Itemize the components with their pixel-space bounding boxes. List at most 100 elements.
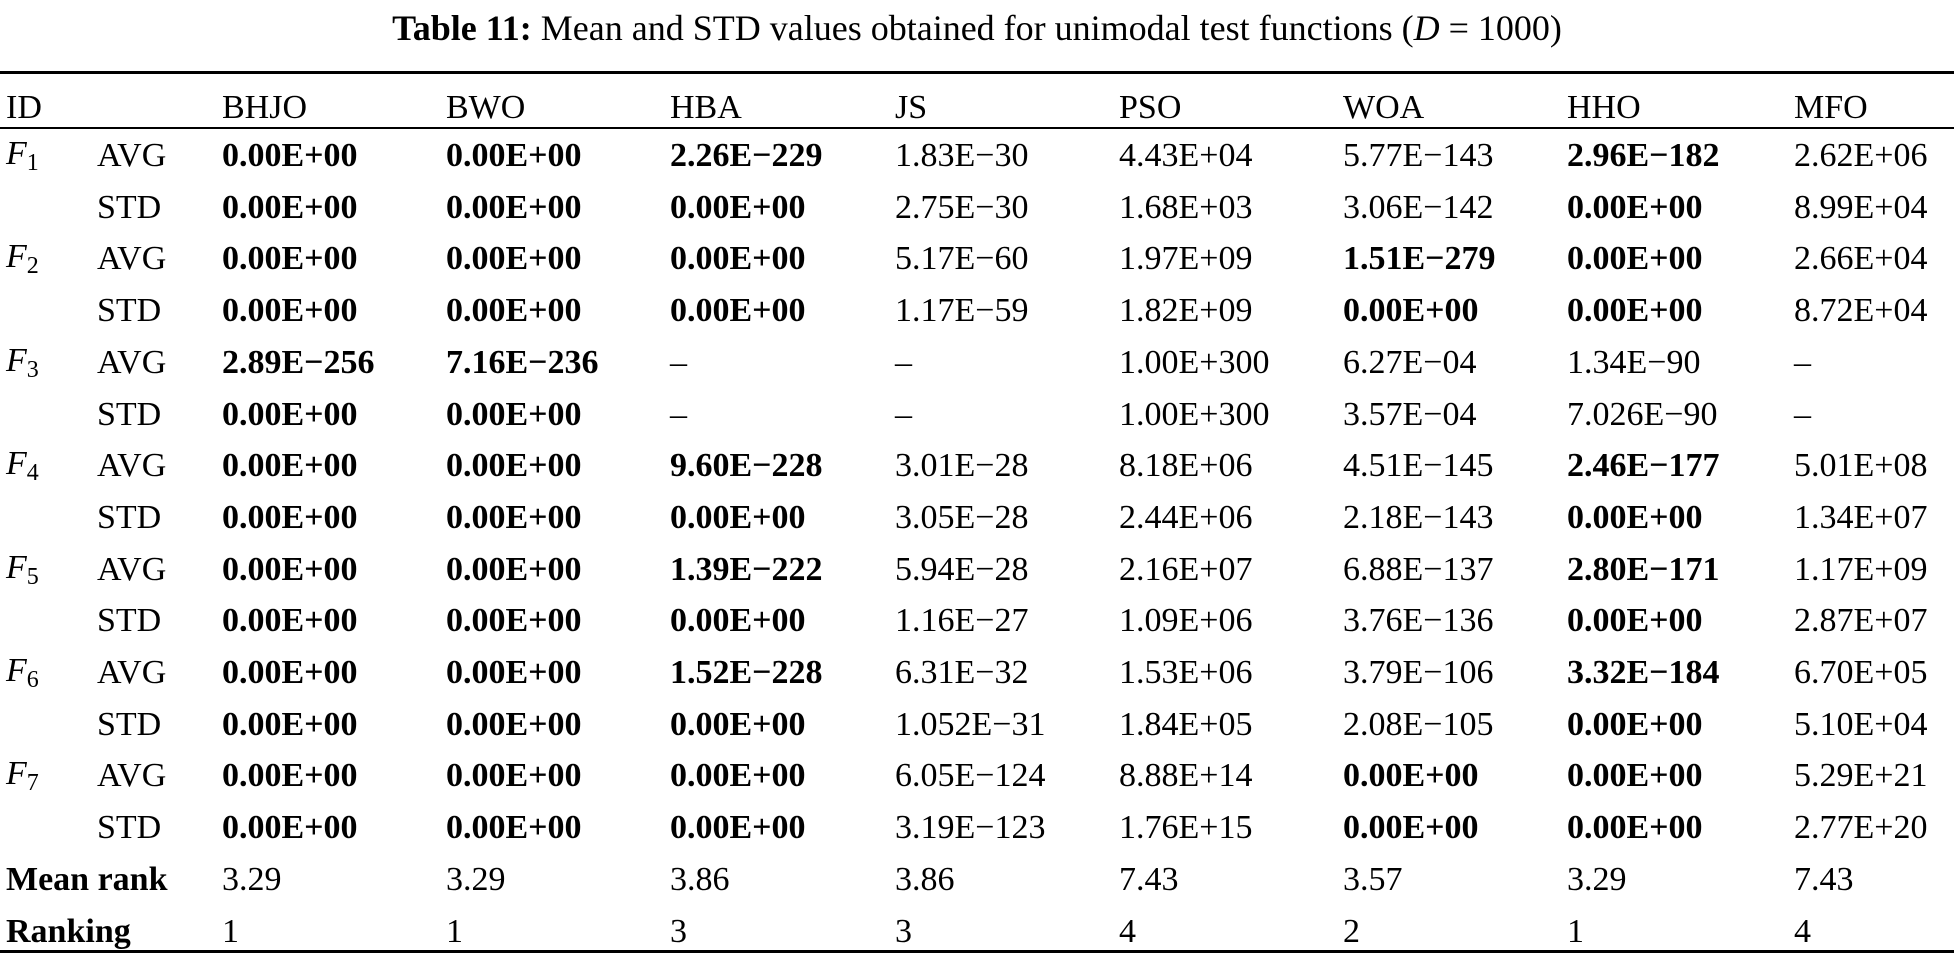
cell: 6.05E−124 — [895, 757, 1046, 795]
cell: 0.00E+00 — [670, 809, 806, 847]
cell: 1.84E+05 — [1119, 705, 1253, 743]
cell: 0.00E+00 — [670, 292, 806, 330]
function-id: F2 — [6, 240, 39, 280]
summary-label: Ranking — [6, 912, 131, 950]
cell: 0.00E+00 — [222, 654, 358, 691]
stat-label: AVG — [97, 757, 167, 795]
cell: – — [895, 343, 912, 381]
stat-label: AVG — [97, 550, 167, 588]
cell: 0.00E+00 — [222, 550, 358, 588]
summary-cell: 2 — [1343, 912, 1360, 950]
summary-cell: 3.29 — [446, 860, 506, 898]
top-rule — [0, 71, 1954, 74]
cell: 4.51E−145 — [1343, 447, 1494, 485]
cell: 3.05E−28 — [895, 498, 1029, 536]
cell: 0.00E+00 — [446, 654, 582, 691]
cell: – — [1794, 395, 1811, 433]
cell: 2.75E−30 — [895, 188, 1029, 226]
caption-text: Mean and STD values obtained for unimoda… — [540, 8, 1414, 48]
cell: 4.43E+04 — [1119, 137, 1253, 174]
cell: 1.09E+06 — [1119, 602, 1253, 640]
cell: 5.01E+08 — [1794, 447, 1928, 485]
cell: 1.052E−31 — [895, 705, 1046, 743]
stat-label: AVG — [97, 137, 167, 174]
cell: 7.026E−90 — [1567, 395, 1718, 433]
cell: 1.39E−222 — [670, 550, 823, 588]
cell: 0.00E+00 — [446, 809, 582, 847]
cell: 3.01E−28 — [895, 447, 1029, 485]
cell: 6.27E−04 — [1343, 343, 1477, 381]
cell: 0.00E+00 — [670, 240, 806, 278]
function-index: 6 — [26, 667, 39, 693]
cell: 1.76E+15 — [1119, 809, 1253, 847]
stat-label: AVG — [97, 654, 167, 691]
cell: 0.00E+00 — [222, 395, 358, 433]
column-header: WOA — [1343, 89, 1425, 126]
cell: 2.80E−171 — [1567, 550, 1720, 588]
cell: 5.29E+21 — [1794, 757, 1928, 795]
summary-cell: 3.29 — [222, 860, 282, 898]
cell: 3.32E−184 — [1567, 654, 1720, 691]
summary-cell: 1 — [446, 912, 463, 950]
cell: 1.00E+300 — [1119, 395, 1270, 433]
cell: 2.44E+06 — [1119, 498, 1253, 536]
cell: 0.00E+00 — [446, 498, 582, 536]
cell: 0.00E+00 — [1567, 188, 1703, 226]
cell: 0.00E+00 — [670, 602, 806, 640]
cell: 0.00E+00 — [446, 395, 582, 433]
cell: 0.00E+00 — [1343, 292, 1479, 330]
summary-label: Mean rank — [6, 860, 168, 898]
cell: – — [1794, 343, 1811, 381]
function-id: F5 — [6, 550, 39, 589]
header-rule — [0, 127, 1954, 129]
cell: 1.17E−59 — [895, 292, 1029, 330]
cell: 0.00E+00 — [670, 188, 806, 226]
column-header: PSO — [1119, 89, 1182, 126]
cell: 0.00E+00 — [446, 188, 582, 226]
cell: 2.26E−229 — [670, 137, 823, 174]
function-id: F7 — [6, 757, 39, 797]
cell: – — [895, 395, 912, 433]
function-name: F — [6, 135, 27, 172]
caption-var: D — [1413, 8, 1440, 48]
cell: 0.00E+00 — [1567, 705, 1703, 743]
summary-cell: 1 — [222, 912, 239, 950]
cell: 0.00E+00 — [670, 498, 806, 536]
cell: 1.34E−90 — [1567, 343, 1701, 381]
function-index: 1 — [26, 150, 39, 176]
cell: 8.18E+06 — [1119, 447, 1253, 485]
cell: – — [670, 395, 687, 433]
function-index: 3 — [26, 356, 39, 383]
function-index: 7 — [26, 770, 39, 797]
header-id: ID — [6, 89, 42, 126]
cell: 3.57E−04 — [1343, 395, 1477, 433]
bottom-rule — [0, 950, 1954, 953]
cell: 0.00E+00 — [446, 292, 582, 330]
stat-label: STD — [97, 395, 162, 433]
cell: 1.16E−27 — [895, 602, 1029, 640]
cell: 0.00E+00 — [222, 757, 358, 795]
summary-cell: 3.57 — [1343, 860, 1403, 898]
function-index: 2 — [26, 253, 39, 280]
function-id: F1 — [6, 135, 39, 176]
cell: 2.18E−143 — [1343, 498, 1494, 536]
function-index: 4 — [26, 460, 39, 487]
cell: 0.00E+00 — [1343, 757, 1479, 795]
cell: 0.00E+00 — [1567, 809, 1703, 847]
cell: 0.00E+00 — [222, 292, 358, 330]
caption-label: Table 11: — [392, 8, 532, 48]
summary-cell: 3.86 — [895, 860, 955, 898]
summary-cell: 3.86 — [670, 860, 730, 898]
cell: 1.00E+300 — [1119, 343, 1270, 381]
summary-cell: 3.29 — [1567, 860, 1627, 898]
caption-rest: = 1000) — [1439, 8, 1562, 48]
function-id: F3 — [6, 343, 39, 383]
cell: 6.31E−32 — [895, 654, 1029, 691]
stat-label: STD — [97, 498, 162, 536]
cell: 0.00E+00 — [1567, 498, 1703, 536]
cell: 2.89E−256 — [222, 343, 375, 381]
stat-label: STD — [97, 705, 162, 743]
cell: 6.88E−137 — [1343, 550, 1494, 588]
cell: 0.00E+00 — [446, 705, 582, 743]
cell: 1.83E−30 — [895, 137, 1029, 174]
